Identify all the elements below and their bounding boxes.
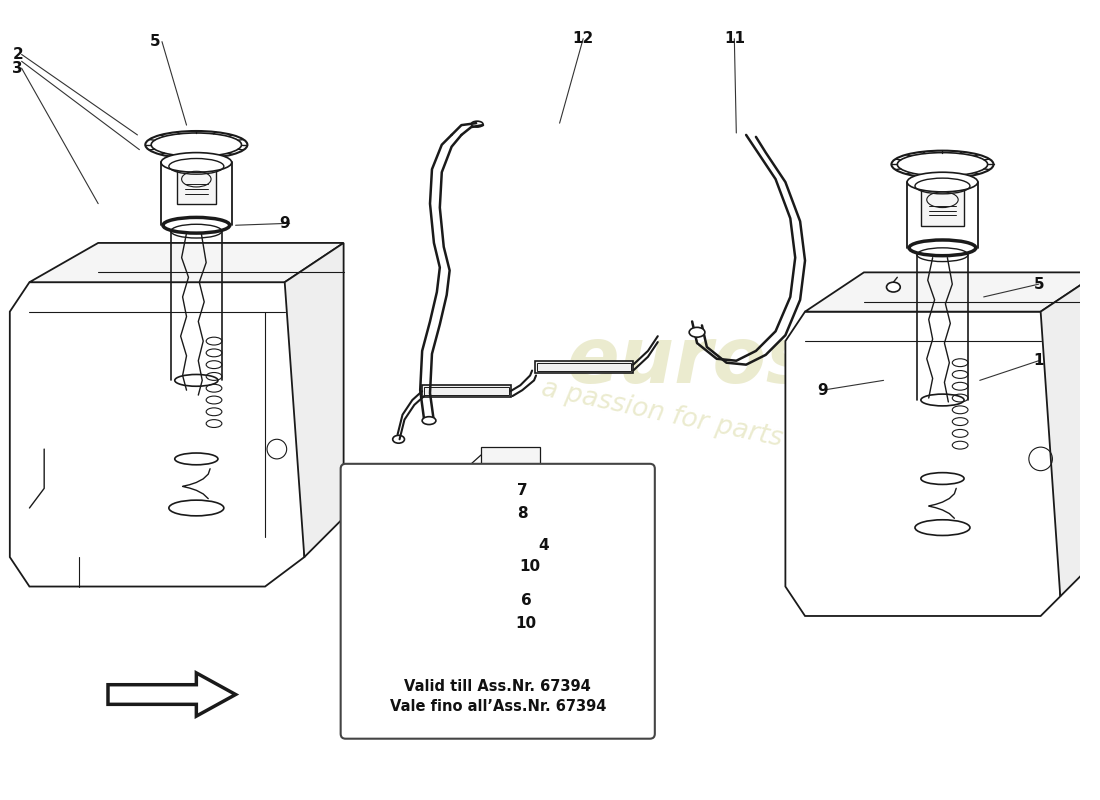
Bar — [402, 623, 419, 634]
Text: 7: 7 — [517, 483, 528, 498]
Bar — [20, 478, 40, 508]
Bar — [414, 507, 431, 522]
Bar — [825, 380, 883, 469]
Polygon shape — [285, 243, 343, 557]
Text: 1: 1 — [1033, 354, 1044, 368]
Bar — [535, 361, 634, 373]
Text: 2: 2 — [12, 47, 23, 62]
Ellipse shape — [151, 133, 242, 157]
Ellipse shape — [547, 492, 592, 504]
Bar — [177, 170, 216, 204]
Polygon shape — [10, 282, 305, 586]
Text: 6: 6 — [520, 593, 531, 608]
Text: 10: 10 — [519, 559, 541, 574]
Text: 9: 9 — [279, 216, 290, 230]
Polygon shape — [805, 272, 1100, 312]
Bar — [537, 362, 631, 370]
Bar — [925, 400, 960, 478]
Ellipse shape — [887, 282, 900, 292]
Bar — [235, 370, 261, 395]
Bar — [178, 380, 215, 459]
Bar — [561, 507, 579, 522]
Text: 5: 5 — [150, 34, 161, 49]
Text: 5: 5 — [1033, 277, 1044, 292]
Bar — [562, 581, 578, 614]
Text: 8: 8 — [517, 506, 528, 522]
Bar — [421, 590, 424, 602]
Bar — [549, 623, 566, 634]
Polygon shape — [1041, 272, 1100, 596]
Text: eurosports: eurosports — [566, 322, 1044, 398]
Bar — [921, 189, 964, 226]
Ellipse shape — [898, 153, 988, 176]
Polygon shape — [108, 673, 235, 716]
Polygon shape — [785, 312, 1060, 616]
Ellipse shape — [161, 153, 232, 172]
Bar — [546, 617, 594, 638]
Polygon shape — [30, 243, 343, 282]
Bar — [59, 356, 98, 386]
Bar — [425, 387, 508, 395]
Bar — [481, 447, 540, 465]
Ellipse shape — [406, 501, 438, 509]
Ellipse shape — [915, 520, 970, 535]
Text: 10: 10 — [516, 616, 537, 631]
Bar — [398, 617, 447, 638]
Text: Valid till Ass.Nr. 67394: Valid till Ass.Nr. 67394 — [405, 679, 591, 694]
Text: 11: 11 — [724, 31, 745, 46]
Bar — [835, 567, 933, 582]
Ellipse shape — [169, 500, 223, 516]
FancyBboxPatch shape — [341, 464, 654, 738]
Ellipse shape — [422, 417, 436, 425]
Bar — [466, 469, 481, 478]
Bar — [78, 552, 177, 567]
Bar — [50, 341, 108, 439]
Ellipse shape — [402, 494, 443, 503]
Text: 9: 9 — [817, 382, 828, 398]
Ellipse shape — [399, 492, 444, 504]
Text: 4: 4 — [539, 538, 549, 553]
Ellipse shape — [145, 131, 248, 158]
Bar — [835, 390, 873, 420]
Ellipse shape — [891, 150, 993, 178]
Ellipse shape — [690, 327, 705, 337]
Bar — [422, 386, 510, 397]
Text: 3: 3 — [12, 61, 23, 76]
Bar — [415, 581, 430, 614]
Bar — [939, 434, 945, 459]
Text: a passion for parts since 1985: a passion for parts since 1985 — [539, 375, 934, 483]
Bar — [569, 590, 571, 602]
Bar — [194, 414, 199, 439]
Text: Vale fino all’Ass.Nr. 67394: Vale fino all’Ass.Nr. 67394 — [389, 699, 606, 714]
Ellipse shape — [908, 172, 978, 192]
Ellipse shape — [549, 494, 590, 503]
Text: 12: 12 — [572, 31, 594, 46]
Ellipse shape — [553, 501, 585, 509]
